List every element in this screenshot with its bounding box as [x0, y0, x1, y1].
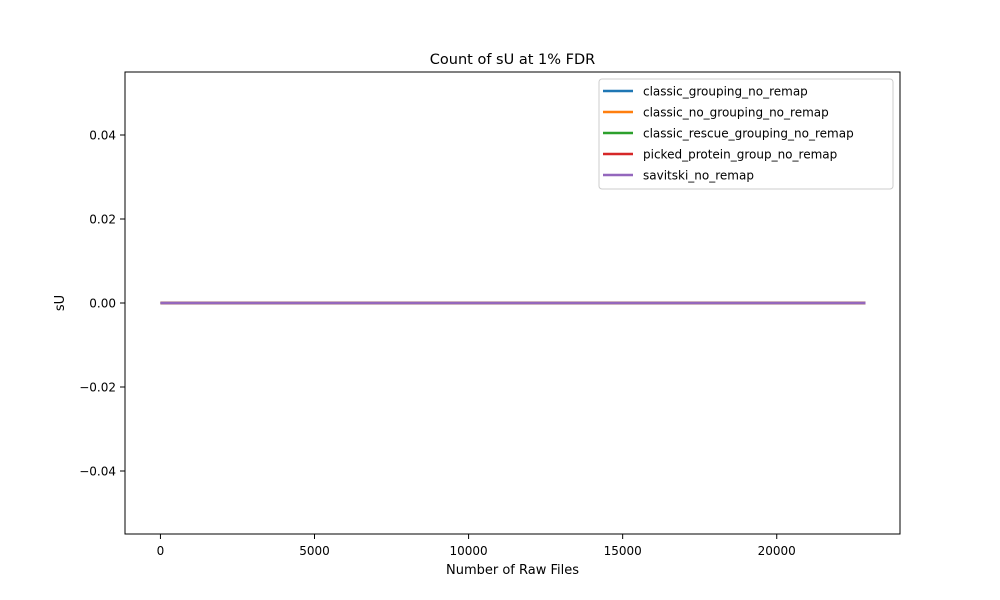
legend-label-2: classic_rescue_grouping_no_remap	[643, 127, 854, 141]
x-tick-label: 10000	[449, 544, 487, 558]
y-tick-label: 0.00	[89, 297, 116, 311]
x-tick-label: 5000	[299, 544, 330, 558]
legend-box	[598, 78, 894, 190]
legend-label-4: savitski_no_remap	[643, 169, 754, 183]
legend-label-3: picked_protein_group_no_remap	[643, 148, 837, 162]
x-axis-label: Number of Raw Files	[446, 563, 579, 578]
x-tick-label: 20000	[758, 544, 796, 558]
y-axis-ticks: 0.04 0.02 0.00 −0.02 −0.04	[79, 129, 125, 479]
x-axis-ticks: 0 5000 10000 15000 20000	[157, 534, 796, 558]
y-tick-label: 0.02	[89, 213, 116, 227]
chart-title: Count of sU at 1% FDR	[430, 52, 595, 68]
y-tick-label: 0.04	[89, 129, 116, 143]
legend: classic_grouping_no_remap classic_no_grou…	[598, 78, 894, 190]
x-tick-label: 15000	[604, 544, 642, 558]
y-tick-label: −0.04	[79, 465, 116, 479]
y-tick-label: −0.02	[79, 381, 116, 395]
legend-label-0: classic_grouping_no_remap	[643, 85, 808, 99]
legend-label-1: classic_no_grouping_no_remap	[643, 106, 829, 120]
x-tick-label: 0	[157, 544, 165, 558]
y-axis-label: sU	[53, 295, 68, 311]
